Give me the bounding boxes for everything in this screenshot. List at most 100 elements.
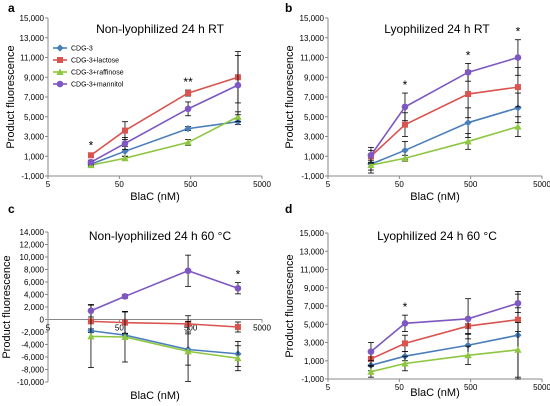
series-2 — [367, 307, 521, 366]
y-tick-label: 6,000 — [24, 278, 45, 287]
data-point — [184, 105, 192, 113]
x-axis-label: BlaC (nM) — [130, 390, 180, 402]
x-axis-label: BlaC (nM) — [410, 387, 460, 399]
significance-marker: * — [403, 300, 408, 314]
y-tick-label: -1,000 — [21, 172, 44, 181]
data-point — [464, 137, 472, 145]
significance-marker: * — [466, 48, 471, 62]
x-axis-label: BlaC (nM) — [130, 191, 180, 203]
y-tick-label: 15,000 — [20, 14, 45, 23]
y-tick-label: 11,000 — [300, 54, 324, 63]
significance-marker: * — [516, 25, 521, 39]
y-tick-label: 14,000 — [20, 228, 45, 237]
y-tick-label: -6,000 — [21, 353, 44, 362]
y-tick-label: -10,000 — [17, 378, 45, 387]
legend-entry: CDG-3+lactose — [71, 58, 119, 65]
y-tick-label: 9,000 — [304, 73, 325, 82]
y-tick-label: 2,000 — [24, 303, 45, 312]
data-point — [121, 333, 129, 340]
y-tick-label: 8,000 — [24, 266, 45, 275]
data-point — [367, 348, 375, 355]
significance-marker: * — [236, 268, 241, 282]
y-tick-label: 13,000 — [20, 34, 45, 43]
x-tick-label: 500 — [184, 180, 198, 189]
y-tick-label: 1,000 — [304, 152, 325, 161]
data-point — [121, 127, 128, 134]
x-tick-label: 5000 — [253, 180, 271, 189]
x-tick-label: 500 — [184, 324, 198, 333]
y-tick-label: 9,000 — [24, 73, 45, 82]
series-line — [370, 302, 519, 353]
data-point — [367, 161, 375, 169]
panel-a: a Non-lyophilized 24 h RT Product fluoresc… — [5, 1, 271, 203]
y-axis-label: Product fluorescence — [284, 254, 296, 357]
y-tick-label: 11,000 — [20, 54, 44, 63]
series-line — [370, 334, 519, 367]
legend-marker — [57, 57, 63, 63]
data-point — [464, 351, 472, 359]
x-tick-label: 50 — [115, 324, 124, 333]
y-tick-label: -2,000 — [21, 328, 44, 337]
data-point — [234, 113, 242, 120]
series-4 — [87, 254, 242, 318]
series-line — [90, 335, 239, 360]
series-4 — [367, 293, 522, 362]
x-tick-label: 50 — [395, 383, 404, 392]
data-point — [87, 332, 95, 340]
series-line — [90, 269, 239, 312]
panel-letter: b — [285, 1, 292, 15]
series-3 — [367, 322, 522, 378]
series-4 — [367, 39, 522, 164]
chart-title: Non-lyophilized 24 h 60 °C — [89, 229, 232, 243]
panel-b: b Lyophilized 24 h RT Product fluorescence… — [284, 1, 550, 203]
y-tick-label: 10,000 — [20, 253, 45, 262]
legend: CDG-3 CDG-3+lactose CDG-3+raffinose CDG-3+m… — [53, 44, 124, 89]
data-point — [184, 125, 192, 133]
x-tick-label: 500 — [464, 180, 478, 189]
legend-marker — [56, 68, 64, 75]
x-tick-label: 5000 — [253, 324, 271, 333]
data-point — [401, 121, 408, 128]
data-point — [464, 69, 472, 76]
data-point — [514, 346, 522, 353]
legend-entry: CDG-3 — [71, 46, 93, 53]
data-point — [514, 84, 521, 91]
series-2 — [87, 51, 241, 159]
y-tick-label: 5,000 — [24, 113, 45, 122]
y-tick-label: 15,000 — [300, 14, 325, 23]
data-point — [401, 320, 409, 327]
panel-c: c Non-lyophilized 24 h 60 °C Product fluor… — [1, 202, 271, 402]
series-line — [90, 76, 239, 156]
chart-title: Lyophilized 24 h 60 °C — [377, 229, 497, 243]
data-point — [401, 359, 409, 367]
legend-marker — [56, 44, 64, 52]
y-tick-label: 7,000 — [304, 302, 325, 311]
y-tick-label: 9,000 — [304, 284, 325, 293]
series-line — [370, 318, 519, 360]
panel-letter: a — [8, 1, 15, 15]
series-line — [370, 107, 519, 165]
data-point — [514, 316, 521, 323]
series-4 — [87, 55, 242, 166]
y-tick-label: 3,000 — [304, 133, 325, 142]
y-tick-label: 11,000 — [300, 266, 324, 275]
data-point — [184, 267, 192, 275]
significance-marker: * — [89, 138, 94, 152]
series-3 — [87, 111, 242, 169]
x-tick-label: 50 — [115, 180, 124, 189]
data-point — [367, 151, 375, 159]
data-point — [184, 347, 192, 355]
y-axis-label: Product fluorescence — [5, 45, 17, 148]
data-point — [184, 138, 192, 146]
series-3 — [367, 116, 522, 171]
y-tick-label: 1,000 — [304, 357, 325, 366]
data-point — [401, 146, 409, 154]
data-point — [401, 340, 408, 347]
data-point — [234, 354, 242, 362]
data-point — [514, 104, 522, 112]
data-point — [234, 284, 242, 292]
series-line — [370, 56, 519, 156]
data-point — [401, 103, 409, 111]
y-tick-label: 1,000 — [24, 152, 45, 161]
data-point — [401, 154, 409, 162]
